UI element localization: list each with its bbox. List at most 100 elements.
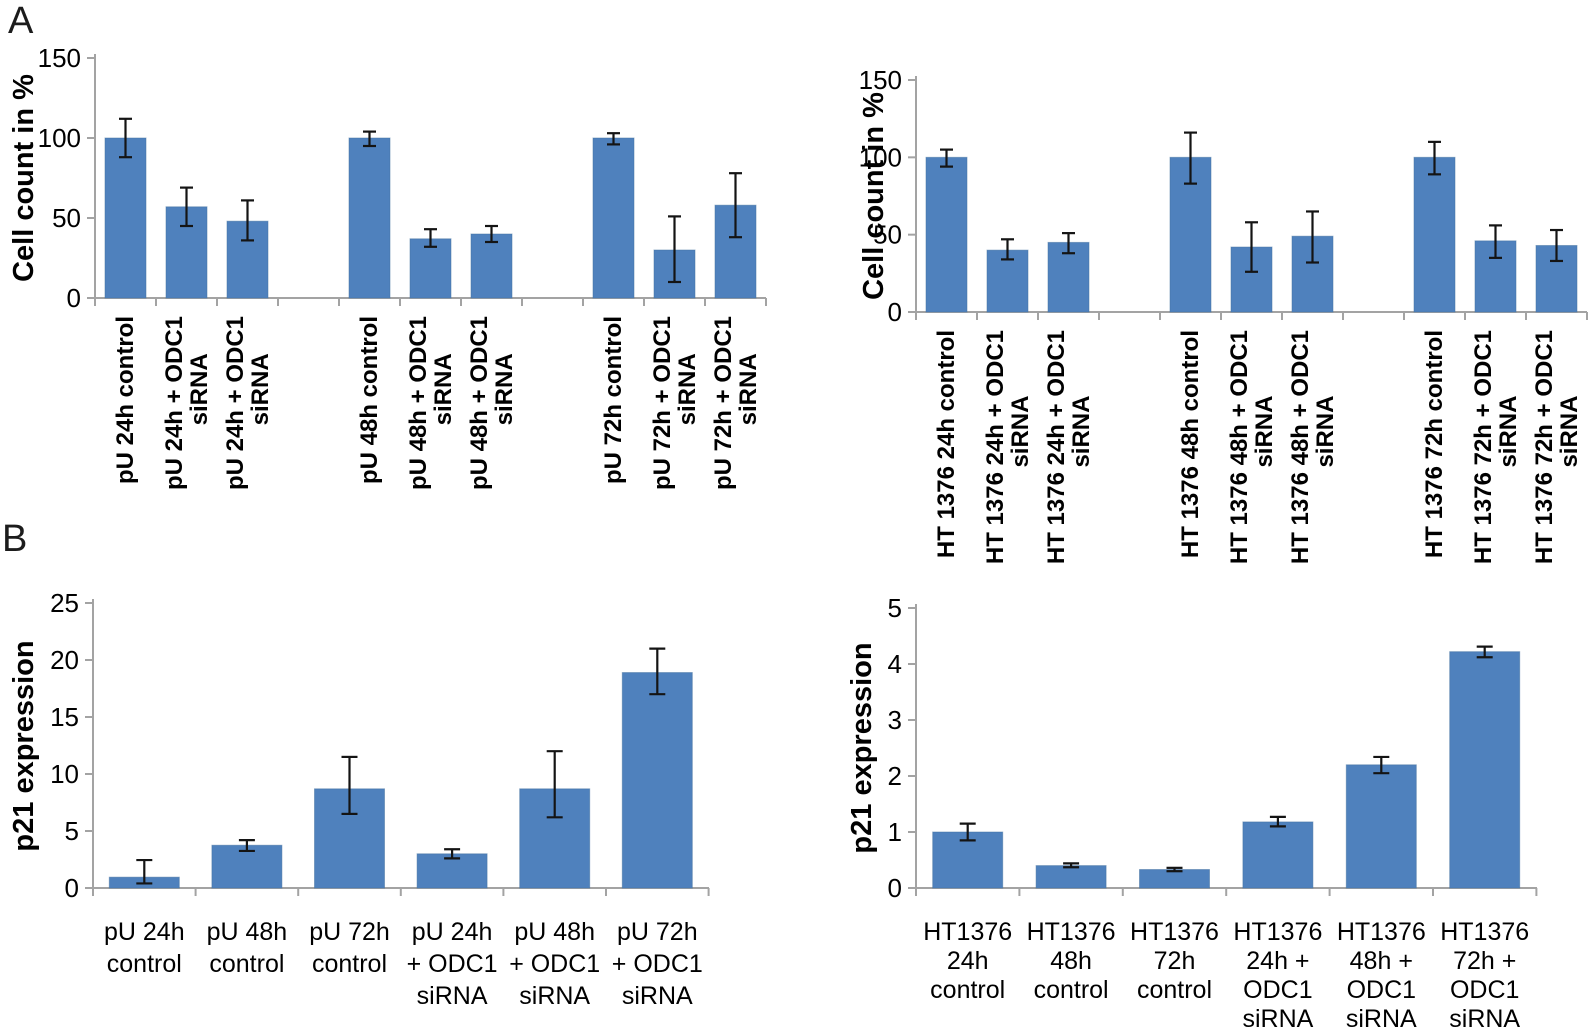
y-tick-label: 15 bbox=[50, 702, 79, 732]
category-label: HT 1376 72h control bbox=[1421, 330, 1448, 558]
category-label: pU 48h control bbox=[356, 316, 383, 484]
bar bbox=[348, 137, 391, 299]
category-label: 24h + bbox=[1246, 947, 1309, 975]
category-label-line2: siRNA bbox=[674, 353, 701, 425]
y-axis-title: p21 expression bbox=[846, 642, 878, 853]
y-axis-title: Cell count in % bbox=[858, 92, 890, 300]
y-axis-title: p21 expression bbox=[8, 640, 40, 851]
chart-cell-count-pu: Cell count in % 0 50 100 150 pU 24h control pU… bbox=[8, 43, 767, 490]
category-label: pU 72h + ODC1 bbox=[710, 316, 737, 490]
category-label-line2: siRNA bbox=[247, 353, 274, 425]
y-tick-label: 150 bbox=[859, 65, 902, 95]
category-label: pU 72h bbox=[309, 918, 390, 946]
category-label-line2: siRNA bbox=[491, 353, 518, 425]
category-label: control bbox=[1034, 976, 1109, 1004]
bar bbox=[1035, 865, 1107, 889]
y-axis-title: Cell count in % bbox=[8, 74, 40, 282]
chart-p21-expression-ht1376: p21 expression012345HT137624hcontrolHT13… bbox=[846, 593, 1538, 1032]
category-label: siRNA bbox=[1449, 1005, 1520, 1032]
category-label: + ODC1 bbox=[407, 950, 498, 978]
bar bbox=[1449, 651, 1521, 889]
category-label: HT 1376 48h control bbox=[1177, 330, 1204, 558]
category-label: 24h bbox=[947, 947, 989, 975]
panel-a-label: A bbox=[8, 0, 34, 42]
y-tick-label: 0 bbox=[888, 297, 902, 327]
category-label: siRNA bbox=[417, 982, 488, 1010]
category-label: HT 1376 72h + ODC1 bbox=[1470, 330, 1497, 564]
bar bbox=[104, 137, 147, 299]
y-tick-label: 150 bbox=[38, 43, 81, 73]
y-tick-label: 100 bbox=[38, 123, 81, 153]
category-label: 48h + bbox=[1350, 947, 1413, 975]
category-label: HT1376 bbox=[1130, 918, 1219, 946]
category-label-line2: siRNA bbox=[1068, 396, 1095, 468]
category-label: control bbox=[209, 950, 284, 978]
category-label: HT 1376 24h control bbox=[933, 330, 960, 558]
category-label: HT 1376 24h + ODC1 bbox=[1043, 330, 1070, 564]
bar bbox=[211, 844, 283, 889]
panel-b-label: B bbox=[2, 518, 28, 560]
category-label: HT1376 bbox=[1027, 918, 1116, 946]
category-label-line2: siRNA bbox=[1495, 396, 1522, 468]
y-tick-label: 50 bbox=[52, 203, 81, 233]
category-label: HT 1376 48h + ODC1 bbox=[1226, 330, 1253, 564]
bar bbox=[470, 233, 513, 299]
category-label: pU 48h bbox=[514, 918, 595, 946]
category-label: pU 48h + ODC1 bbox=[466, 316, 493, 490]
category-label: pU 48h + ODC1 bbox=[405, 316, 432, 490]
category-label: pU 24h bbox=[412, 918, 493, 946]
category-label: 72h bbox=[1154, 947, 1196, 975]
category-label: pU 72h + ODC1 bbox=[649, 316, 676, 490]
y-tick-label: 0 bbox=[65, 873, 79, 903]
category-label-line2: siRNA bbox=[735, 353, 762, 425]
y-tick-label: 100 bbox=[859, 142, 902, 172]
category-label: ODC1 bbox=[1450, 976, 1519, 1004]
bar bbox=[409, 238, 452, 299]
bar bbox=[925, 156, 968, 313]
category-label: HT 1376 24h + ODC1 bbox=[982, 330, 1009, 564]
category-label: control bbox=[1137, 976, 1212, 1004]
category-label: siRNA bbox=[622, 982, 693, 1010]
category-label: control bbox=[930, 976, 1005, 1004]
category-label: HT1376 bbox=[923, 918, 1012, 946]
category-label: siRNA bbox=[519, 982, 590, 1010]
bar bbox=[592, 137, 635, 299]
category-label: + ODC1 bbox=[612, 950, 703, 978]
category-label: pU 24h + ODC1 bbox=[161, 316, 188, 490]
y-tick-label: 10 bbox=[50, 759, 79, 789]
y-tick-label: 5 bbox=[65, 816, 79, 846]
y-tick-label: 25 bbox=[50, 588, 79, 618]
y-tick-label: 0 bbox=[888, 873, 902, 903]
y-tick-label: 20 bbox=[50, 645, 79, 675]
category-label: HT1376 bbox=[1440, 918, 1529, 946]
category-label-line2: siRNA bbox=[186, 353, 213, 425]
y-tick-label: 0 bbox=[67, 283, 81, 313]
y-tick-label: 5 bbox=[888, 593, 902, 623]
category-label: pU 72h bbox=[617, 918, 698, 946]
y-tick-label: 2 bbox=[888, 761, 902, 791]
category-label: pU 48h bbox=[207, 918, 288, 946]
bar bbox=[1242, 821, 1314, 889]
category-label: HT 1376 48h + ODC1 bbox=[1287, 330, 1314, 564]
y-tick-label: 4 bbox=[888, 649, 902, 679]
category-label: HT 1376 72h + ODC1 bbox=[1531, 330, 1558, 564]
y-tick-label: 3 bbox=[888, 705, 902, 735]
y-tick-label: 50 bbox=[873, 220, 902, 250]
chart-cell-count-ht1376: Cell count in %0 50 100 150 HT 1376 24h cont… bbox=[858, 65, 1588, 564]
category-label: pU 24h control bbox=[112, 316, 139, 484]
category-label: ODC1 bbox=[1347, 976, 1416, 1004]
category-label: pU 24h + ODC1 bbox=[222, 316, 249, 490]
category-label: 72h + bbox=[1453, 947, 1516, 975]
category-label: ODC1 bbox=[1243, 976, 1312, 1004]
category-label: control bbox=[107, 950, 182, 978]
category-label: control bbox=[312, 950, 387, 978]
bar bbox=[621, 672, 693, 889]
category-label: pU 72h control bbox=[600, 316, 627, 484]
category-label: siRNA bbox=[1346, 1005, 1417, 1032]
category-label-line2: siRNA bbox=[430, 353, 457, 425]
bar bbox=[1345, 764, 1417, 889]
bar bbox=[1413, 156, 1456, 313]
category-label: HT1376 bbox=[1233, 918, 1322, 946]
category-label: siRNA bbox=[1242, 1005, 1313, 1032]
